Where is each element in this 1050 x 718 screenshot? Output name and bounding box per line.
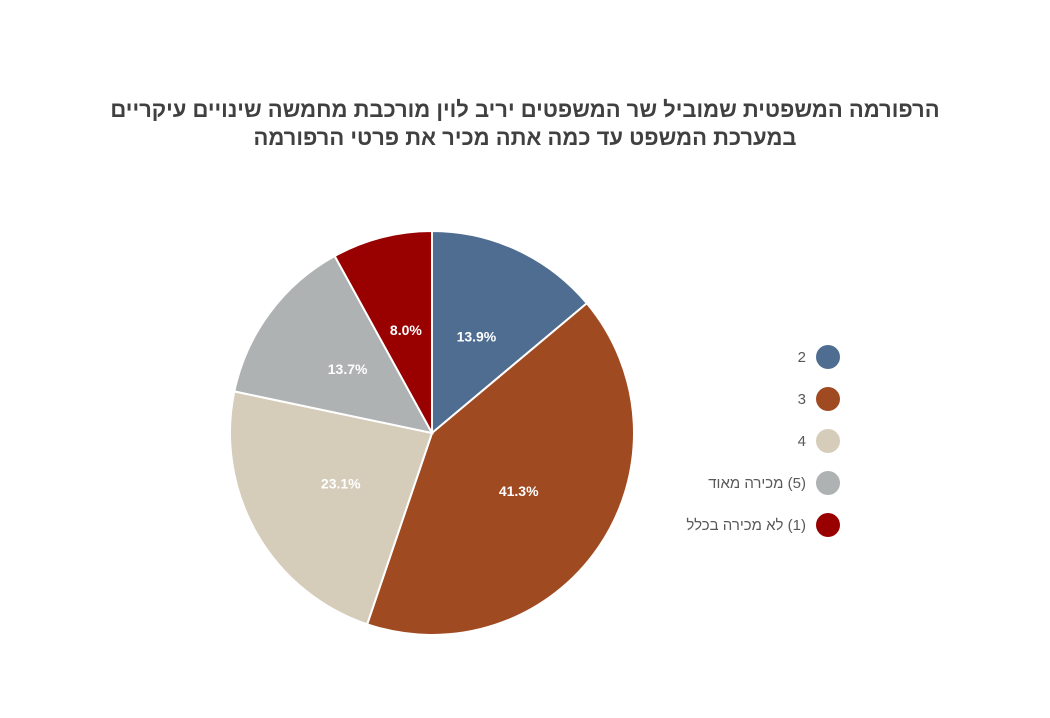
legend-swatch-icon <box>816 471 840 495</box>
legend-item-1: 2 <box>640 336 840 378</box>
legend-label: (1) לא מכירה בכלל <box>686 516 806 534</box>
chart-legend: 2 3 4 (5) מכירה מאוד (1) לא מכירה בכלל <box>640 336 840 546</box>
legend-item-4: (5) מכירה מאוד <box>640 462 840 504</box>
legend-label: 4 <box>797 432 806 450</box>
chart-title-line-2: במערכת המשפט עד כמה אתה מכיר את פרטי הרפ… <box>253 125 797 150</box>
legend-item-2: 3 <box>640 378 840 420</box>
data-label-5: 8.0% <box>390 322 422 338</box>
legend-label: 2 <box>797 348 806 366</box>
legend-swatch-icon <box>816 513 840 537</box>
chart-title: הרפורמה המשפטית שמוביל שר המשפטים יריב ל… <box>60 96 990 152</box>
legend-swatch-icon <box>816 387 840 411</box>
legend-swatch-icon <box>816 345 840 369</box>
legend-item-5: (1) לא מכירה בכלל <box>640 504 840 546</box>
data-label-4: 13.7% <box>328 361 368 377</box>
legend-label: (5) מכירה מאוד <box>708 474 806 492</box>
data-label-3: 23.1% <box>321 476 361 492</box>
data-label-1: 13.9% <box>457 329 497 345</box>
legend-label: 3 <box>797 390 806 408</box>
pie-slice-2 <box>365 301 635 636</box>
legend-item-3: 4 <box>640 420 840 462</box>
legend-swatch-icon <box>816 429 840 453</box>
pie-slice-4 <box>233 254 434 435</box>
pie-slice-5 <box>333 229 433 434</box>
data-label-2: 41.3% <box>499 483 539 499</box>
chart-title-line-1: הרפורמה המשפטית שמוביל שר המשפטים יריב ל… <box>110 97 940 122</box>
pie-slice-3 <box>229 390 434 626</box>
pie-slice-1 <box>431 229 589 436</box>
